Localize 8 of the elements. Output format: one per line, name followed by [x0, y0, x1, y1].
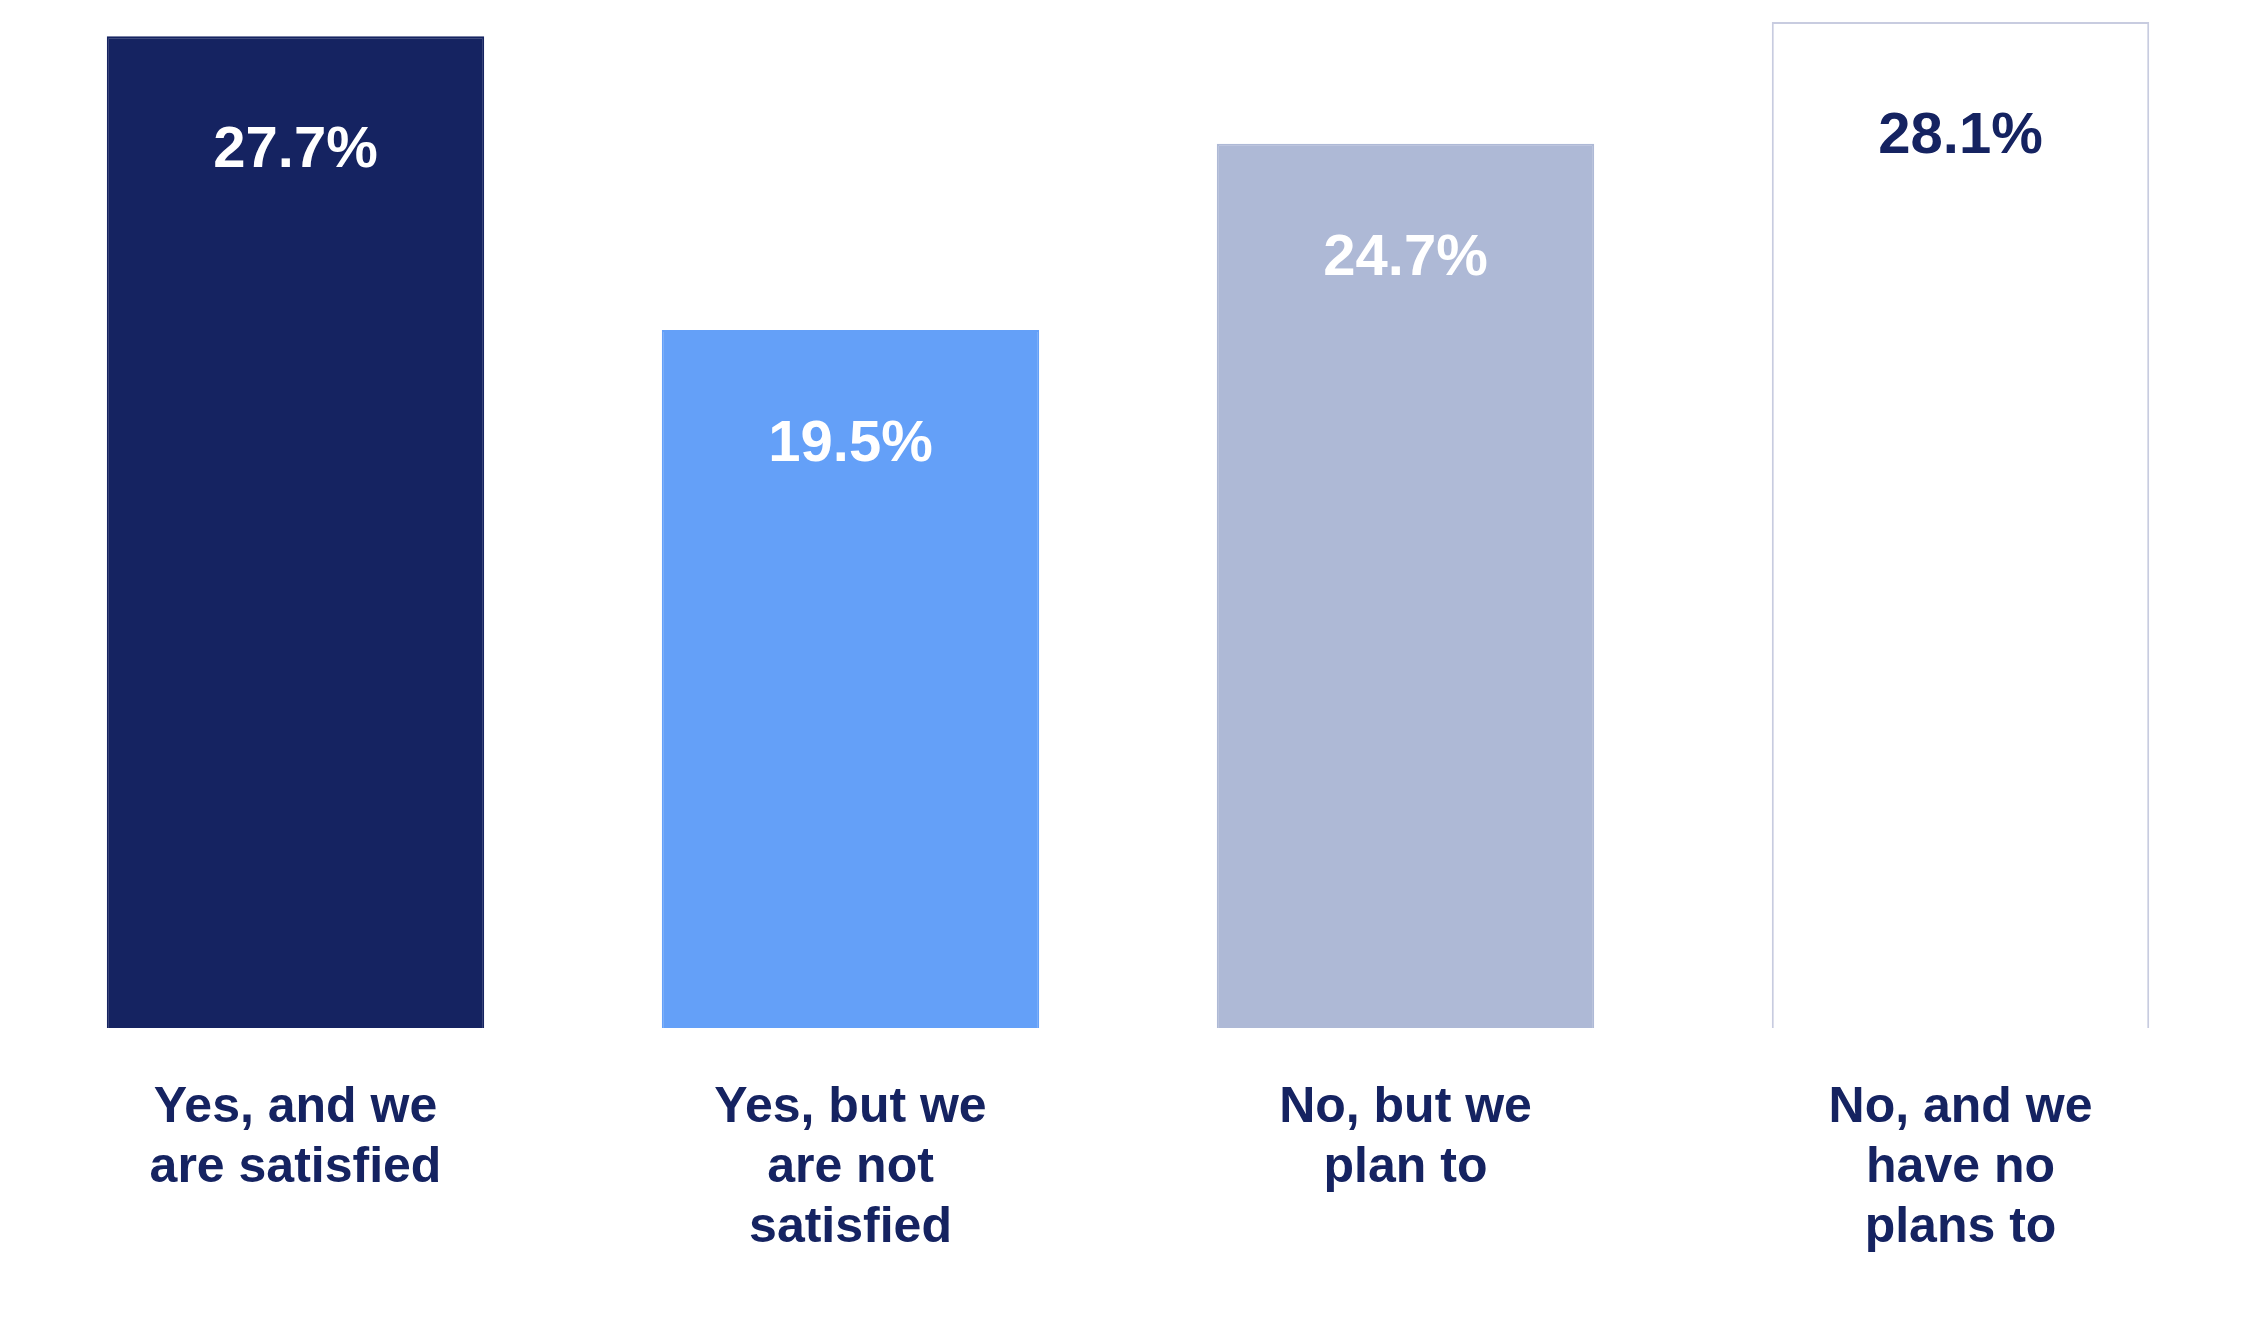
- data-label: 24.7%: [1323, 221, 1488, 287]
- x-tick-label: No, and we have no plans to: [1828, 1076, 2093, 1253]
- data-label: 19.5%: [768, 407, 933, 473]
- data-label: 27.7%: [213, 114, 378, 180]
- x-tick-label: No, but we plan to: [1279, 1076, 1532, 1193]
- x-tick-label: Yes, and we are satisfied: [149, 1076, 442, 1193]
- data-label: 28.1%: [1878, 100, 2043, 165]
- x-tick-label: Yes, but we are not satisfied: [714, 1076, 987, 1253]
